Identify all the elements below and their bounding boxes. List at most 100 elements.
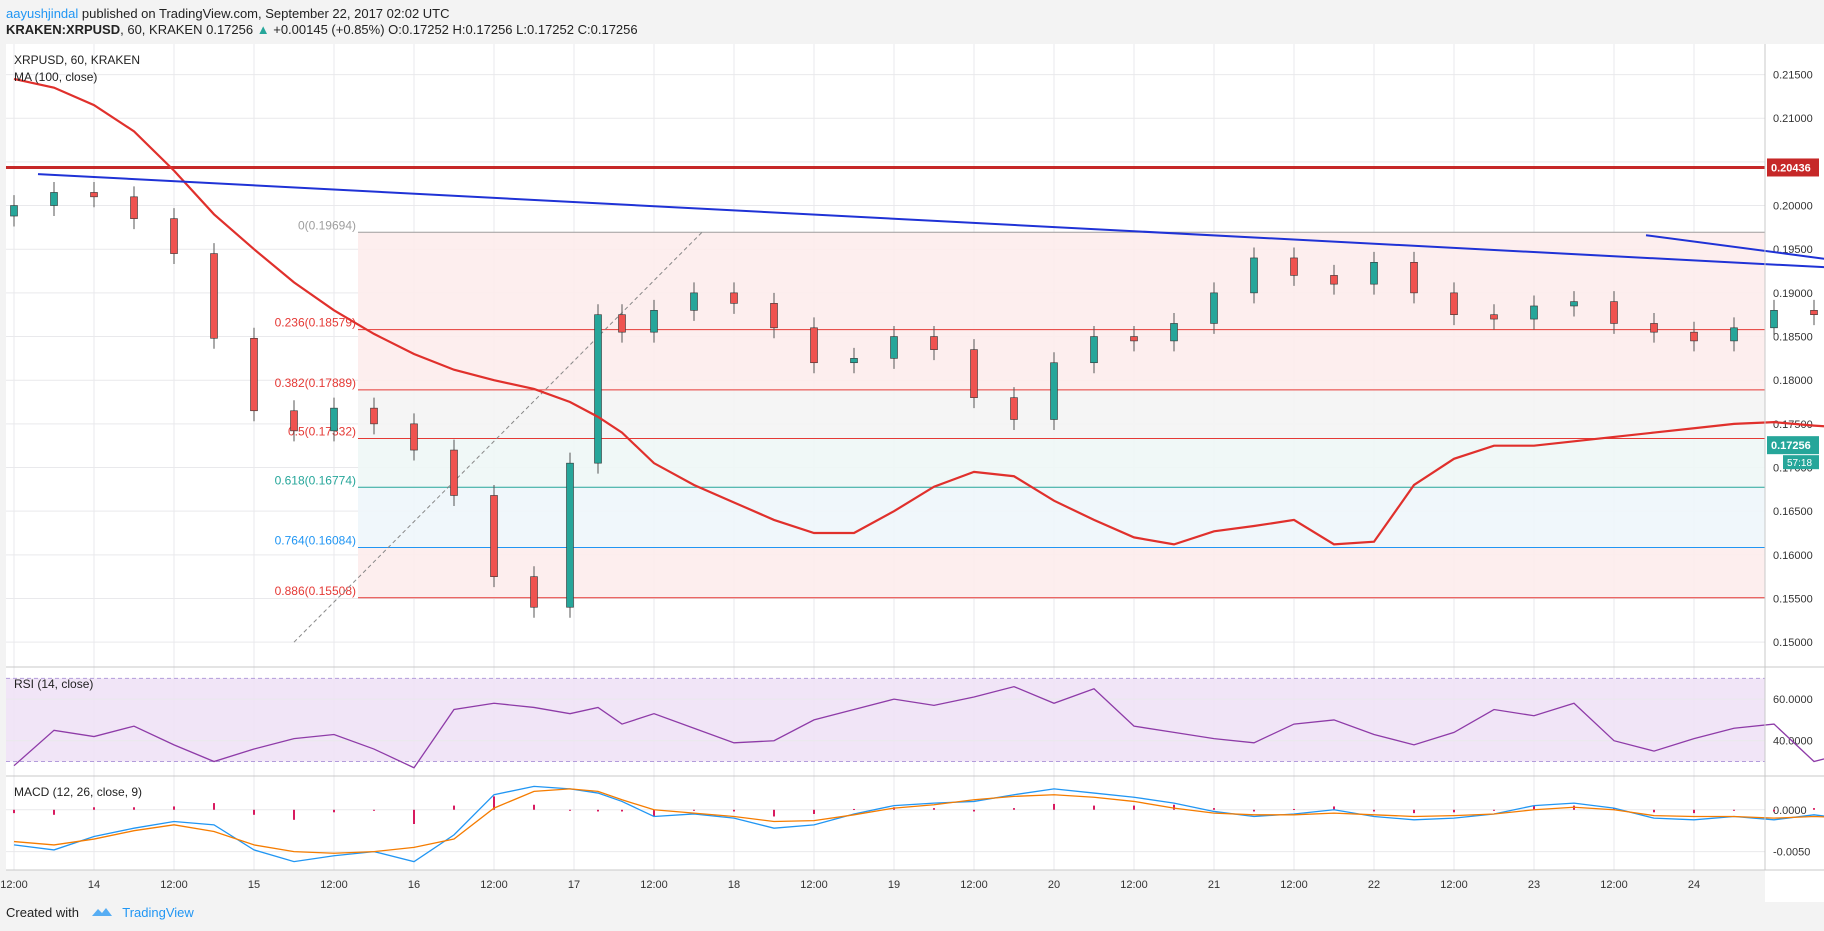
change-value-text: +0.00145 (+0.85%) [273,22,385,37]
macd-histogram-bar [293,809,295,820]
fib-level-label: 0(0.19694) [298,218,356,232]
time-tick-label: 16 [408,879,420,891]
price-tick-label: 0.20000 [1773,201,1813,213]
fib-level-label: 0.5(0.17332) [288,425,356,439]
macd-histogram-bar [1653,809,1655,813]
macd-histogram-bar [1173,804,1175,810]
time-tick-label: 12:00 [1440,879,1468,891]
macd-histogram-bar [853,808,855,810]
macd-histogram-bar [933,808,935,810]
time-tick-label: 12:00 [640,879,668,891]
macd-histogram-bar [13,809,15,814]
macd-histogram-bar [53,809,55,815]
ohlc-open: O:0.17252 [388,22,449,37]
countdown-tag [1783,455,1819,470]
macd-histogram-bar [1133,805,1135,810]
chart-area[interactable]: 0.150000.155000.160000.165000.170000.175… [0,44,1824,902]
created-with-label: Created with [6,905,79,920]
macd-histogram-bar [133,807,135,810]
macd-title: MACD (12, 26, close, 9) [14,785,142,799]
candle-up [1210,292,1218,324]
time-tick-label: 23 [1528,879,1540,891]
candle-down [130,196,138,219]
macd-histogram-bar [173,806,175,810]
symbol-name: KRAKEN:XRPUSD [6,22,121,37]
macd-histogram-bar [1053,803,1055,810]
price-tick-label: 0.21000 [1773,113,1813,125]
symbol-line: KRAKEN:XRPUSD, 60, KRAKEN 0.17256 ▲ +0.0… [6,22,638,37]
candle-down [1130,336,1138,342]
time-tick-label: 12:00 [960,879,988,891]
candle-down [930,336,938,350]
candle-up [1170,323,1178,342]
macd-histogram-bar [733,809,735,812]
rsi-line [13,685,1824,769]
candle-down [1410,262,1418,294]
fib-zone [358,547,1765,598]
time-tick-label: 12:00 [0,879,28,891]
candle-up [1090,336,1098,364]
candle-down [1690,331,1698,342]
tradingview-brand[interactable]: TradingView [122,905,194,920]
macd-histogram-bar [1693,809,1695,814]
candle-down [210,253,218,339]
fib-zone [358,389,1765,439]
price-tick-label: 0.18000 [1773,375,1813,387]
candle-down [770,303,778,329]
candle-up [850,358,858,364]
macd-histogram-bar [333,809,335,813]
macd-histogram-bar [1413,809,1415,814]
candle-down [370,407,378,425]
macd-histogram-bar [493,796,495,810]
change-value: ▲ [256,22,270,37]
fib-level-label: 0.382(0.17889) [275,376,356,390]
time-tick-label: 12:00 [800,879,828,891]
macd-histogram-bar [813,809,815,814]
time-tick-label: 12:00 [1280,879,1308,891]
time-tick-label: 22 [1368,879,1380,891]
candle-up [566,462,574,608]
time-tick-label: 14 [88,879,100,891]
chart-title: XRPUSD, 60, KRAKEN [14,53,140,67]
macd-histogram-bar [253,809,255,815]
macd-histogram-bar [621,809,623,812]
candle-down [410,423,418,451]
fib-level-label: 0.886(0.15508) [275,584,356,598]
rsi-tick-label: 60.0000 [1773,694,1813,706]
macd-histogram-bar [1493,809,1495,811]
candle-down [1010,397,1018,420]
last-price-label: 0.17256 [1771,440,1811,452]
macd-histogram-bar [1013,808,1015,810]
ohlc-close: C:0.17256 [577,22,638,37]
time-tick-label: 12:00 [160,879,188,891]
ohlc-low: L:0.17252 [516,22,574,37]
candle-down [530,576,538,608]
time-tick-label: 15 [248,879,260,891]
candle-down [290,410,298,432]
candle-down [1450,292,1458,316]
candle-down [1290,257,1298,276]
candle-down [250,337,258,412]
resistance-price-label: 0.20436 [1771,162,1811,174]
trendline [37,173,1824,269]
ma-indicator-label: MA (100, close) [14,70,97,84]
candle-up [594,314,602,464]
time-tick-label: 17 [568,879,580,891]
candle-down [730,292,738,304]
macd-histogram-bar [1773,809,1775,812]
fib-zone [358,329,1765,390]
snapshot-header: aayushjindal published on TradingView.co… [0,0,1824,44]
time-tick-label: 19 [888,879,900,891]
price-tick-label: 0.15000 [1773,637,1813,649]
ohlc-high: H:0.17256 [452,22,513,37]
time-tick-label: 12:00 [480,879,508,891]
ma100-line [13,77,1824,546]
time-tick-label: 12:00 [1600,879,1628,891]
candle-up [1570,301,1578,307]
time-tick-label: 18 [728,879,740,891]
price-tick-label: 0.19000 [1773,288,1813,300]
fib-level-label: 0.618(0.16774) [275,473,356,487]
candle-up [1250,257,1258,294]
author-link[interactable]: aayushjindal [6,6,79,21]
